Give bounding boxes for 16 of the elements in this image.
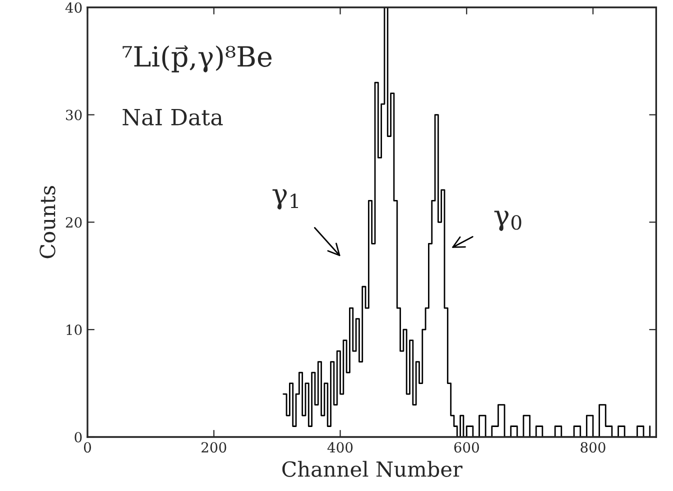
y-tick-label: 30: [66, 110, 82, 120]
y-tick-label: 10: [66, 324, 82, 336]
annotation: ⁷Li(p⃗,γ)⁸Be: [122, 45, 272, 72]
y-tick-label: 40: [65, 2, 82, 13]
x-tick-label: 400: [327, 442, 353, 453]
y-tick-label: 0: [74, 432, 82, 442]
annotation: γ$_{1}$: [272, 189, 298, 210]
y-tick-label: 20: [66, 217, 82, 228]
annotation: γ$_{0}$: [494, 210, 522, 231]
annotation: NaI Data: [122, 109, 223, 126]
x-tick-label: 600: [454, 442, 479, 453]
x-tick-label: 800: [580, 442, 606, 453]
y-axis-title: Counts: [40, 186, 56, 258]
x-axis-title: Channel Number: [282, 460, 462, 477]
x-tick-label: 0: [84, 442, 91, 453]
x-tick-label: 200: [202, 442, 226, 453]
